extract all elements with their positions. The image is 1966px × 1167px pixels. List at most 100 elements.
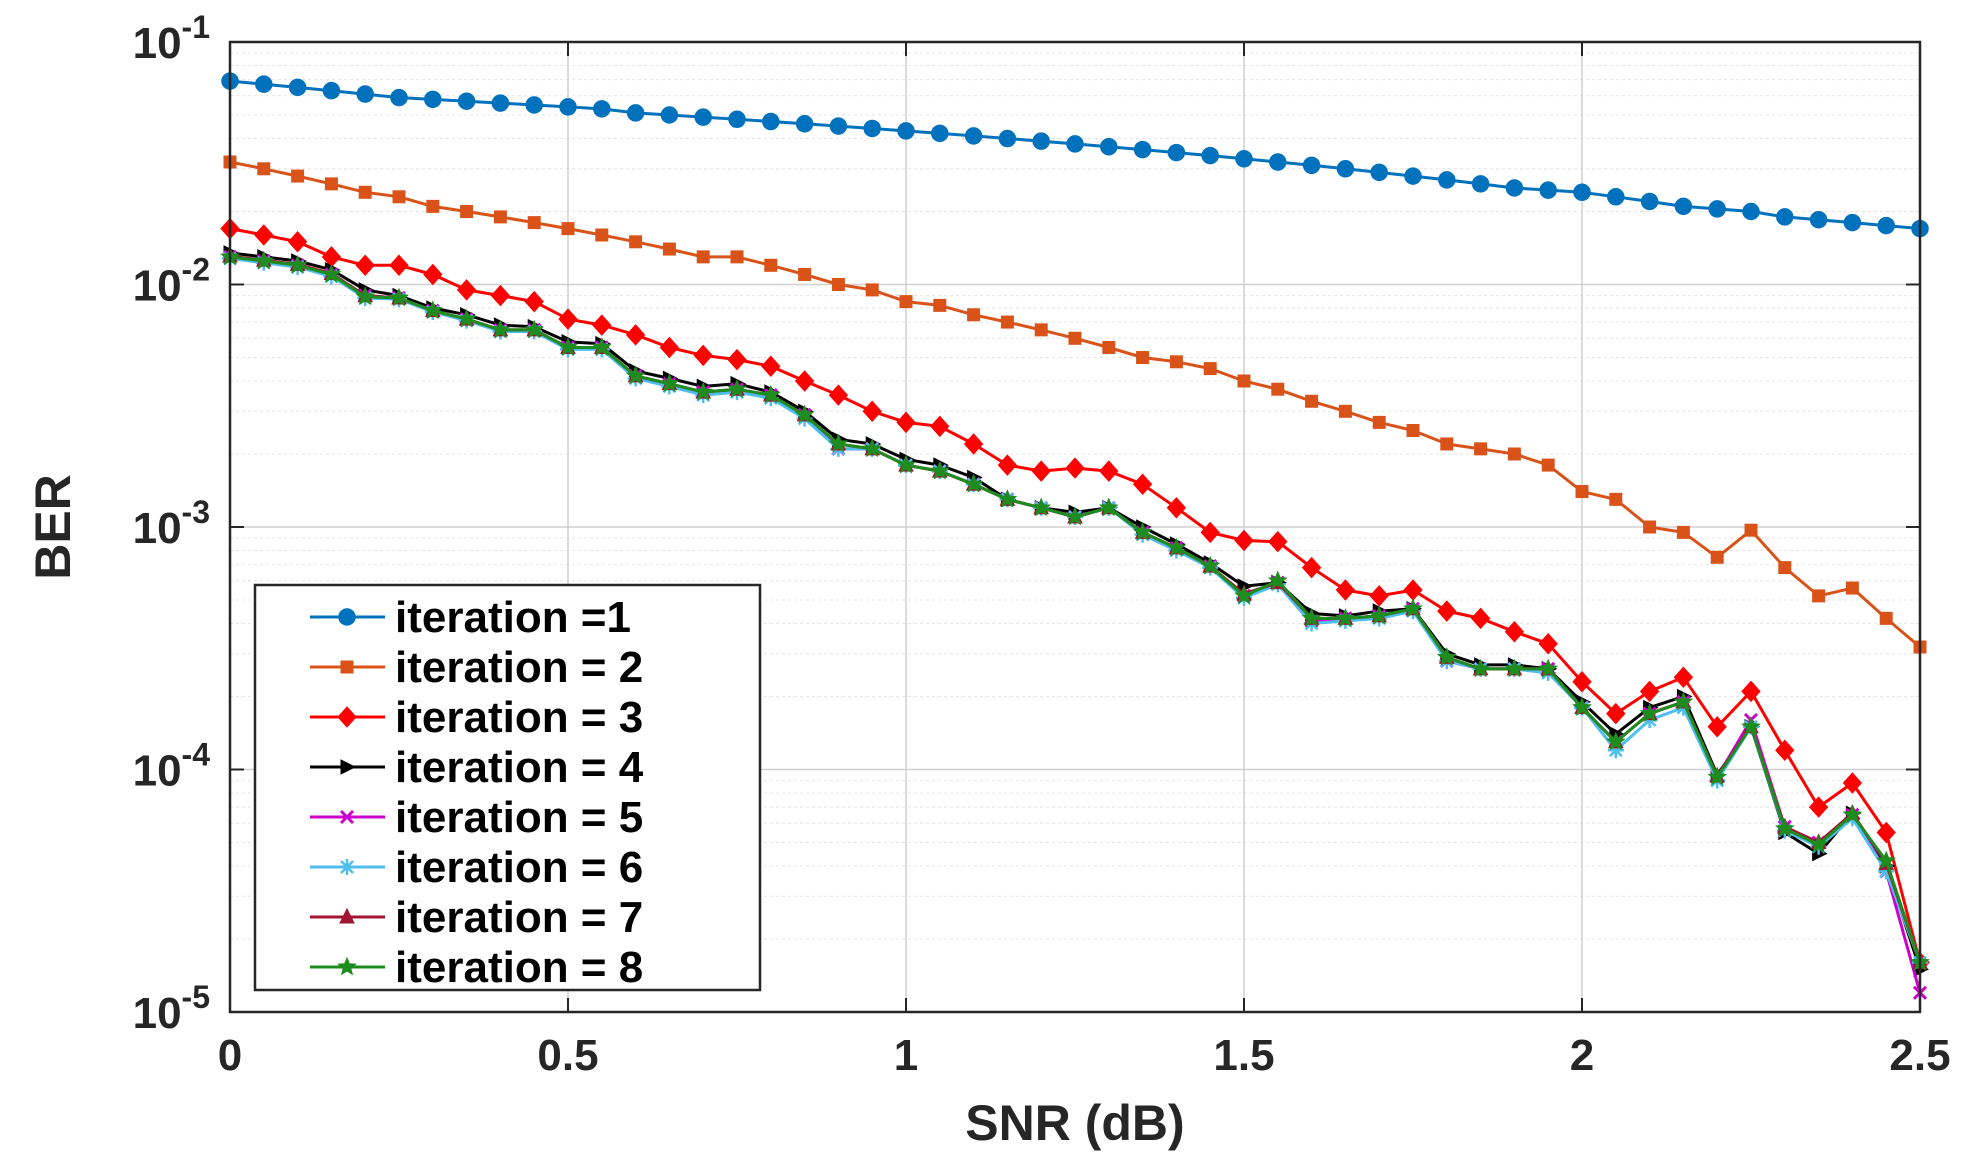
series-1-point — [390, 88, 408, 107]
x-axis-title: SNR (dB) — [965, 1095, 1184, 1151]
series-1-point — [559, 98, 577, 116]
series-3-point — [355, 254, 375, 277]
series-1-point — [1607, 188, 1625, 206]
series-3-point — [1606, 702, 1626, 725]
legend-entry-2: iteration = 2 — [310, 643, 643, 692]
series-8-point — [760, 384, 781, 404]
series-8-point — [1031, 497, 1052, 517]
legend-label: iteration = 2 — [395, 643, 643, 692]
series-2-point — [933, 298, 947, 312]
series-3-point — [1335, 579, 1356, 601]
series-1-point — [322, 81, 341, 100]
series-2-point — [899, 295, 913, 309]
series-3-point — [963, 433, 984, 455]
series-8-point — [1741, 716, 1761, 736]
x-tick-label: 2 — [1570, 1031, 1594, 1080]
series-8-point — [558, 337, 578, 356]
x-tick-label: 1.5 — [1213, 1031, 1274, 1080]
series-2-point — [629, 235, 643, 249]
series-3-point — [1741, 680, 1761, 703]
y-tick-label: 10-3 — [133, 494, 210, 553]
series-8-point — [828, 433, 849, 453]
series-3-point — [1470, 607, 1491, 630]
series-3-point — [1572, 671, 1592, 693]
series-8-point — [1166, 537, 1187, 557]
series-8-point — [1673, 691, 1694, 711]
series-2-point — [1305, 394, 1319, 408]
series-8-point — [524, 319, 545, 339]
series-1-point — [1471, 175, 1490, 193]
series-8-point — [862, 438, 883, 458]
y-tick-label: 10-4 — [133, 737, 211, 796]
series-8-point — [1403, 598, 1423, 618]
series-2-point — [1609, 492, 1623, 506]
series-1-point — [1708, 200, 1726, 218]
series-3-point — [1808, 796, 1829, 818]
y-tick-label: 10-2 — [133, 252, 210, 311]
legend-marker — [339, 859, 355, 875]
series-2-point — [1676, 525, 1690, 539]
series-8-point — [929, 460, 950, 480]
series-1-point — [1201, 146, 1219, 165]
series-2-point — [764, 258, 778, 272]
legend-entry-8: iteration = 8 — [310, 943, 643, 992]
y-axis-title: BER — [25, 474, 81, 580]
series-8-point — [1132, 522, 1153, 541]
series-3-point — [1166, 497, 1187, 519]
series-3-point — [997, 454, 1018, 476]
series-3-point — [490, 284, 511, 307]
series-8-point — [1335, 608, 1356, 627]
series-8-point — [794, 404, 815, 424]
series-8-point — [1065, 506, 1085, 526]
series-2-point — [662, 242, 676, 256]
legend-label: iteration = 8 — [395, 943, 643, 992]
series-8-point — [727, 378, 747, 398]
series-8-point — [1504, 658, 1525, 678]
series-2-point — [595, 228, 609, 242]
legend-label: iteration =1 — [395, 593, 631, 642]
series-8-point — [1707, 766, 1728, 786]
series-1-point — [1167, 143, 1186, 162]
y-tick-labels: 10-5 10-4 10-3 10-2 10-1 — [133, 9, 211, 1038]
series-3-point — [1673, 666, 1694, 689]
series-3-point — [1234, 529, 1254, 552]
series-8-point — [1369, 605, 1390, 625]
series-8-point — [422, 300, 443, 319]
legend-marker — [339, 907, 355, 924]
series-1-point — [1843, 213, 1862, 232]
legend-marker — [337, 956, 357, 976]
series-2-point — [1237, 374, 1251, 388]
series-3-point — [1099, 460, 1119, 482]
series-2-point — [527, 216, 541, 230]
x-tick-label: 0.5 — [537, 1031, 598, 1080]
series-1-point — [1404, 167, 1422, 185]
series-8-point — [287, 254, 308, 274]
series-3-point — [423, 263, 443, 286]
series-8-point — [1436, 647, 1457, 666]
series-2-point — [1203, 362, 1217, 376]
legend-entry-4: iteration = 4 — [310, 743, 644, 792]
series-1-point — [1505, 179, 1524, 197]
series-8-point — [659, 373, 680, 392]
series-2-point — [1474, 442, 1488, 456]
series-2-point — [1643, 520, 1657, 534]
series-2-point — [358, 185, 372, 199]
series-2-point — [967, 308, 981, 322]
series-2-point — [798, 267, 812, 281]
series-1-point — [491, 94, 510, 112]
series-1-point — [525, 96, 543, 114]
series-1-point — [897, 122, 915, 140]
series-1-point — [424, 90, 442, 109]
y-tick-label: 10-1 — [133, 9, 210, 68]
series-1-point — [1133, 140, 1152, 159]
legend-marker — [340, 660, 354, 674]
series-1-point — [1269, 153, 1287, 171]
series-2-point — [1271, 382, 1285, 396]
legend-label: iteration = 3 — [395, 693, 643, 742]
series-8-point — [1538, 658, 1559, 678]
series-2-point — [1812, 589, 1826, 603]
series-1-point — [1742, 202, 1760, 221]
series-2-point — [865, 283, 879, 297]
series-3-point — [727, 348, 747, 371]
series-1-point — [1302, 156, 1321, 175]
